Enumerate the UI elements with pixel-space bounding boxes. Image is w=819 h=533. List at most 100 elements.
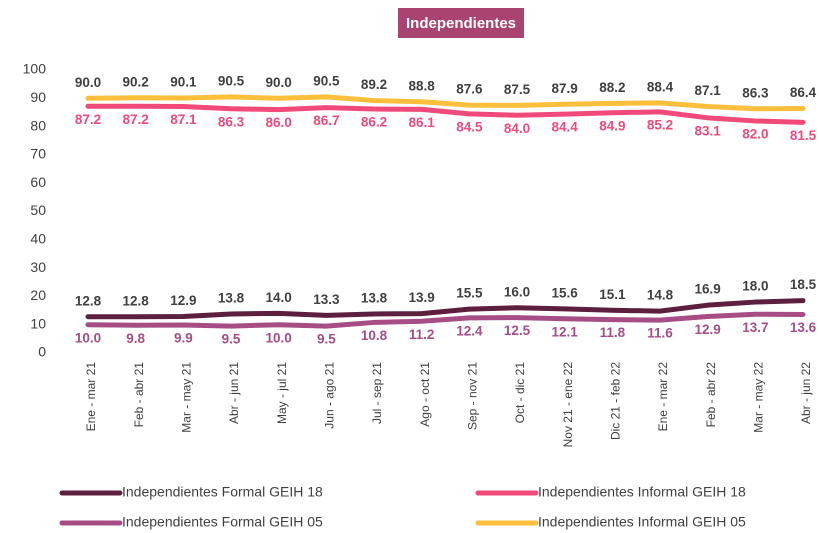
x-tick-label: Ene - mar 21 xyxy=(84,362,98,432)
x-tick-label: Oct - dic 21 xyxy=(513,362,527,424)
x-tick-label: Feb - abr 21 xyxy=(132,362,146,428)
data-label: 81.5 xyxy=(790,128,817,143)
data-label: 12.8 xyxy=(75,293,102,308)
y-tick-label: 10 xyxy=(30,315,46,331)
x-tick-label: Sep - nov 21 xyxy=(466,362,480,430)
data-label: 84.9 xyxy=(599,118,625,133)
data-label: 11.2 xyxy=(409,327,435,342)
data-label: 86.1 xyxy=(409,115,436,130)
y-tick-label: 30 xyxy=(30,259,46,275)
y-tick-label: 0 xyxy=(38,344,46,360)
x-tick-label: Dic 21 - feb 22 xyxy=(609,362,623,440)
data-label: 10.8 xyxy=(361,328,388,343)
data-label: 87.1 xyxy=(695,83,722,98)
data-label: 15.6 xyxy=(552,285,579,300)
data-label: 87.2 xyxy=(123,112,149,127)
data-label: 18.5 xyxy=(790,277,817,292)
x-tick-label: Ago - oct 21 xyxy=(418,362,432,427)
data-label: 10.0 xyxy=(75,330,101,345)
data-label: 9.9 xyxy=(174,331,193,346)
data-label: 84.0 xyxy=(504,121,530,136)
data-label: 90.1 xyxy=(170,75,197,90)
data-label: 12.9 xyxy=(695,322,721,337)
data-label: 13.6 xyxy=(790,320,817,335)
data-label: 13.8 xyxy=(361,291,388,306)
y-tick-label: 80 xyxy=(30,117,46,133)
data-label: 15.1 xyxy=(599,287,626,302)
y-tick-label: 50 xyxy=(30,202,46,218)
x-tick-label: Ene - mar 22 xyxy=(656,362,670,432)
data-label: 13.9 xyxy=(409,290,435,305)
x-tick-label: Abr - jun 21 xyxy=(227,362,241,424)
data-label: 84.5 xyxy=(456,119,483,134)
data-label: 88.4 xyxy=(647,79,674,94)
y-tick-label: 20 xyxy=(30,287,46,303)
data-label: 90.2 xyxy=(123,74,149,89)
title-box xyxy=(398,8,524,38)
data-label: 86.4 xyxy=(790,85,817,100)
data-label: 82.0 xyxy=(742,127,768,142)
data-label: 9.8 xyxy=(126,331,145,346)
line xyxy=(85,103,806,125)
data-label: 12.5 xyxy=(504,323,531,338)
data-label: 12.4 xyxy=(456,323,483,338)
y-tick-label: 70 xyxy=(30,146,46,162)
data-label: 16.0 xyxy=(504,284,530,299)
data-label: 90.5 xyxy=(218,73,245,88)
data-label: 87.5 xyxy=(504,82,531,97)
y-tick-label: 90 xyxy=(30,89,46,105)
data-label: 12.8 xyxy=(123,293,150,308)
legend-label: Independientes Formal GEIH 05 xyxy=(122,514,323,530)
data-label: 16.9 xyxy=(695,282,721,297)
y-tick-label: 60 xyxy=(30,174,46,190)
data-label: 88.2 xyxy=(599,80,625,95)
data-label: 18.0 xyxy=(742,279,768,294)
chart-title: Independientes xyxy=(406,15,516,32)
x-tick-label: Abr - jun 22 xyxy=(799,362,813,424)
data-label: 11.8 xyxy=(600,325,626,340)
legend-label: Independientes Formal GEIH 18 xyxy=(122,484,323,500)
data-label: 9.5 xyxy=(222,332,241,347)
x-tick-label: Mar - may 22 xyxy=(752,362,766,433)
line xyxy=(85,94,806,112)
data-label: 9.5 xyxy=(317,332,336,347)
x-tick-label: Jul - sep 21 xyxy=(370,362,384,424)
data-label: 87.2 xyxy=(75,112,101,127)
data-label: 14.0 xyxy=(266,290,292,305)
data-label: 90.0 xyxy=(75,75,101,90)
data-label: 13.7 xyxy=(742,320,768,335)
x-tick-label: Feb - abr 22 xyxy=(704,362,718,428)
data-label: 88.8 xyxy=(409,78,436,93)
data-label: 84.4 xyxy=(552,120,579,135)
data-label: 86.2 xyxy=(361,115,387,130)
data-label: 87.9 xyxy=(552,81,578,96)
data-label: 86.0 xyxy=(266,115,292,130)
x-tick-label: Mar - may 21 xyxy=(180,362,194,433)
x-tick-label: Jun - ago 21 xyxy=(323,362,337,429)
line xyxy=(85,311,806,329)
data-label: 89.2 xyxy=(361,77,387,92)
data-label: 86.3 xyxy=(742,85,769,100)
data-label: 90.0 xyxy=(266,75,292,90)
legend-label: Independientes Informal GEIH 18 xyxy=(538,484,746,500)
data-label: 10.0 xyxy=(266,330,292,345)
data-label: 90.5 xyxy=(313,73,340,88)
data-label: 12.9 xyxy=(170,293,196,308)
data-label: 87.1 xyxy=(170,112,197,127)
data-label: 14.8 xyxy=(647,288,674,303)
data-label: 87.6 xyxy=(456,82,483,97)
line xyxy=(85,298,806,320)
data-label: 85.2 xyxy=(647,117,673,132)
y-tick-label: 100 xyxy=(23,61,47,77)
data-label: 12.1 xyxy=(552,324,579,339)
data-label: 86.7 xyxy=(313,113,339,128)
x-tick-label: May - jul 21 xyxy=(275,362,289,424)
y-tick-label: 40 xyxy=(30,231,46,247)
x-tick-label: Nov 21 - ene 22 xyxy=(561,362,575,448)
data-label: 13.8 xyxy=(218,291,245,306)
data-label: 83.1 xyxy=(695,123,722,138)
data-label: 86.3 xyxy=(218,114,245,129)
data-label: 11.6 xyxy=(647,326,673,341)
legend-label: Independientes Informal GEIH 05 xyxy=(538,514,746,530)
